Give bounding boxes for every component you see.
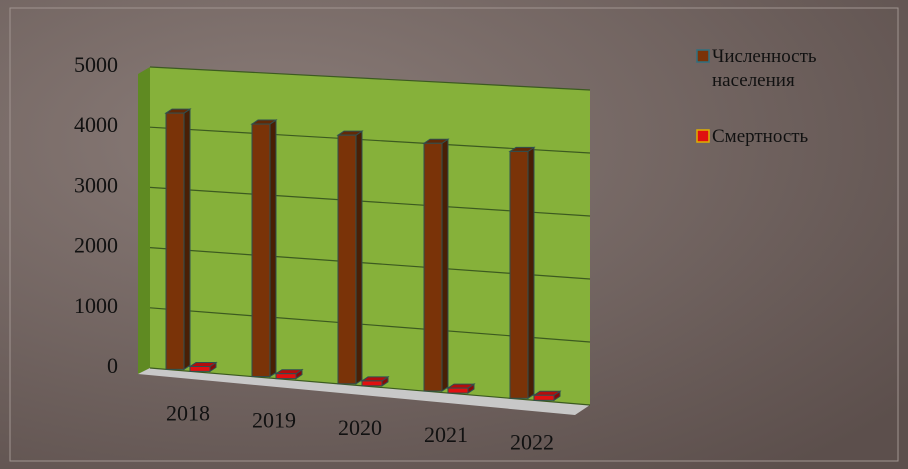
frame bbox=[9, 7, 899, 462]
y-tick-label: 3000 bbox=[74, 172, 118, 197]
bar-side bbox=[355, 130, 363, 385]
bar bbox=[337, 134, 357, 385]
y-tick-label: 0 bbox=[107, 353, 118, 378]
bar bbox=[251, 123, 271, 378]
y-tick-label: 4000 bbox=[74, 112, 118, 137]
bar-side bbox=[441, 138, 449, 392]
legend-swatch bbox=[696, 49, 710, 63]
side-wall bbox=[138, 67, 150, 374]
legend-swatch bbox=[696, 129, 710, 143]
x-tick-label: 2021 bbox=[424, 422, 468, 447]
bar bbox=[423, 142, 443, 392]
bar-side bbox=[269, 119, 277, 378]
bar bbox=[509, 150, 529, 399]
grid-line bbox=[149, 367, 591, 406]
bar bbox=[447, 387, 469, 394]
bar bbox=[275, 373, 297, 380]
bar-side bbox=[527, 146, 535, 400]
y-tick-label: 2000 bbox=[74, 233, 118, 258]
legend-label: Смертность bbox=[712, 126, 809, 147]
x-tick-label: 2018 bbox=[166, 400, 210, 425]
grid-line bbox=[149, 66, 591, 91]
x-tick-label: 2020 bbox=[338, 415, 382, 440]
floor bbox=[138, 368, 590, 415]
legend: Численность населения Смертность bbox=[696, 46, 817, 147]
bar-side bbox=[183, 108, 191, 371]
x-tick-label: 2022 bbox=[510, 429, 554, 454]
bar bbox=[533, 394, 555, 401]
y-tick-label: 1000 bbox=[74, 293, 118, 318]
x-tick-label: 2019 bbox=[252, 408, 296, 433]
bar bbox=[165, 112, 185, 370]
y-tick-label: 5000 bbox=[74, 52, 118, 77]
bar bbox=[189, 366, 211, 372]
legend-label: Численность населения bbox=[712, 46, 817, 91]
bar bbox=[361, 380, 383, 387]
